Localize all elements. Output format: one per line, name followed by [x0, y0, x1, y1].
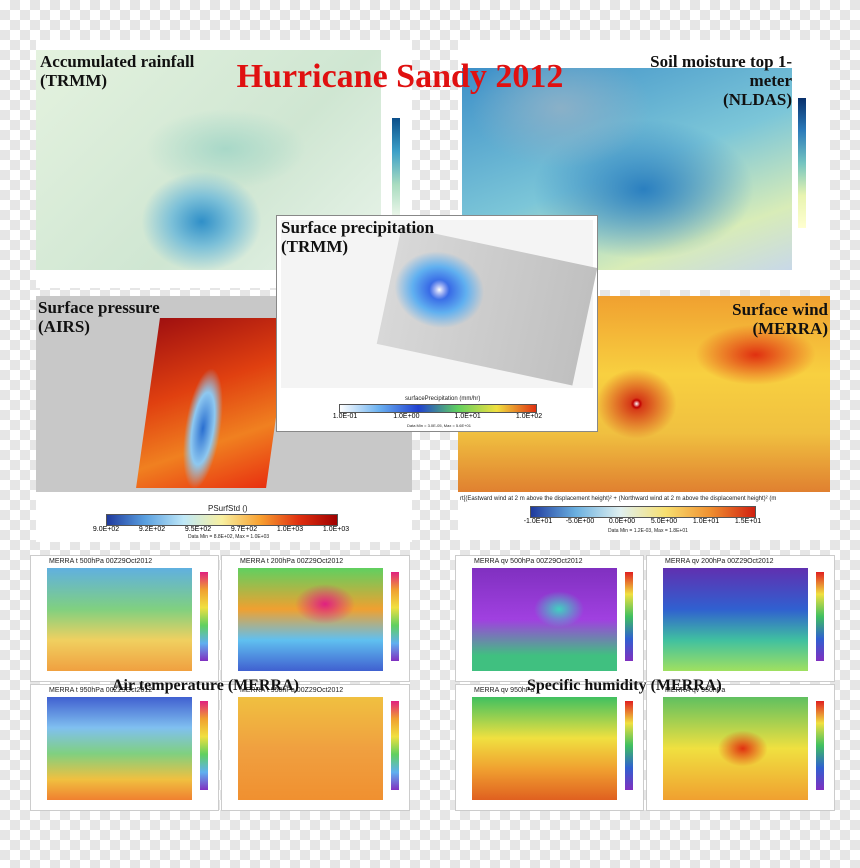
tick-label: 9.5E+02 [184, 526, 212, 533]
colorbar [106, 514, 338, 526]
map-title: MERRA t 200hPa 00Z29Oct2012 [240, 558, 344, 565]
tick-label: 1.0E+01 [692, 518, 720, 525]
colorbar [339, 404, 537, 413]
panel-label: Surface pressure (AIRS) [38, 298, 160, 336]
label-line: Soil moisture top 1-meter [650, 52, 792, 90]
colorbar-title: surfacePrecipitation (mm/hr) [405, 396, 481, 402]
tick-label: 1.0E+02 [515, 413, 543, 420]
map-title: MERRA qv 950hPa [474, 687, 535, 694]
colorbar-title: rt[(Eastward wind at 2 m above the displ… [460, 496, 777, 502]
label-line: (MERRA) [752, 319, 828, 338]
map-field [238, 697, 383, 800]
map-field [47, 568, 192, 671]
precip-panel: surfacePrecipitation (mm/hr) 1.0E-01 1.0E… [276, 215, 598, 432]
sub-map: MERRA t 500hPa 00Z29Oct2012 [30, 555, 219, 682]
colorbar [391, 701, 399, 790]
tick-label: -5.0E+00 [565, 518, 595, 525]
label-line: Surface wind [732, 300, 828, 319]
map-field [663, 568, 808, 671]
label-line: Surface pressure [38, 298, 160, 317]
label-line: (TRMM) [281, 237, 349, 256]
colorbar [391, 572, 399, 661]
data-range: Data Min = 8.8E+02, Max = 1.0E+03 [188, 534, 270, 540]
sub-map: MERRA qv 950hPa [455, 684, 644, 811]
map-field [47, 697, 192, 800]
tick-label: 1.0E+03 [322, 526, 350, 533]
tick-label: -1.0E+01 [523, 518, 553, 525]
tick-label: 9.7E+02 [230, 526, 258, 533]
colorbar [816, 701, 824, 790]
tick-label: 1.0E+00 [393, 413, 420, 420]
map-title: MERRA qv 950hPa [665, 687, 726, 694]
colorbar [392, 118, 400, 218]
map-title: MERRA t 500hPa 00Z29Oct2012 [49, 558, 153, 565]
data-range: Data Min = 3.0E-05, Max = 5.6E+01 [407, 423, 471, 428]
colorbar [200, 572, 208, 661]
map-field [238, 568, 383, 671]
tick-label: 1.5E+01 [734, 518, 762, 525]
pressure-swath [136, 318, 290, 488]
colorbar [200, 701, 208, 790]
sub-map: MERRA t 950hPa 00Z29Oct2012 [30, 684, 219, 811]
map-title: MERRA qv 500hPa 00Z29Oct2012 [474, 558, 583, 565]
main-title: Hurricane Sandy 2012 [236, 58, 564, 95]
tick-label: 9.2E+02 [138, 526, 166, 533]
colorbar [816, 572, 824, 661]
label-line: (NLDAS) [723, 90, 792, 109]
panel-label: Surface precipitation (TRMM) [281, 218, 434, 256]
map-title: MERRA t 950hPa 00Z29Oct2012 [49, 687, 153, 694]
sub-map: MERRA qv 200hPa 00Z29Oct2012 [646, 555, 835, 682]
tick-label: 1.0E-01 [332, 413, 358, 420]
panel-label: Accumulated rainfall (TRMM) [40, 52, 194, 90]
map-field [472, 568, 617, 671]
sub-map: MERRA qv 950hPa [646, 684, 835, 811]
tick-label: 0.0E+00 [608, 518, 636, 525]
map-field [472, 697, 617, 800]
colorbar-title: PSurfStd () [208, 504, 248, 513]
sub-map: MERRA t 200hPa 00Z29Oct2012 [221, 555, 410, 682]
tick-label: 5.0E+00 [650, 518, 678, 525]
sub-map: MERRA t 950hPa 00Z29Oct2012 [221, 684, 410, 811]
group-label: Specific humidity (MERRA) [527, 677, 722, 694]
colorbar [625, 572, 633, 661]
colorbar [530, 506, 756, 518]
map-title: MERRA t 950hPa 00Z29Oct2012 [240, 687, 344, 694]
colorbar [798, 98, 806, 228]
data-range: Data Min = 1.2E-03, Max = 1.8E+01 [608, 528, 688, 534]
map-title: MERRA qv 200hPa 00Z29Oct2012 [665, 558, 774, 565]
colorbar [625, 701, 633, 790]
group-label: Air temperature (MERRA) [112, 677, 299, 694]
rainfall-panel: Accumulated rainfall (TRMM) [36, 40, 412, 288]
map-field [663, 697, 808, 800]
panel-label: Soil moisture top 1-meter (NLDAS) [608, 52, 792, 109]
label-line: Accumulated rainfall [40, 52, 195, 71]
label-line: (AIRS) [38, 317, 90, 336]
tick-label: 9.0E+02 [92, 526, 120, 533]
label-line: Surface precipitation [281, 218, 435, 237]
tick-label: 1.0E+01 [454, 413, 481, 420]
tick-label: 1.0E+03 [276, 526, 304, 533]
panel-label: Surface wind (MERRA) [678, 300, 828, 338]
sub-map: MERRA qv 500hPa 00Z29Oct2012 [455, 555, 644, 682]
label-line: (TRMM) [40, 71, 108, 90]
